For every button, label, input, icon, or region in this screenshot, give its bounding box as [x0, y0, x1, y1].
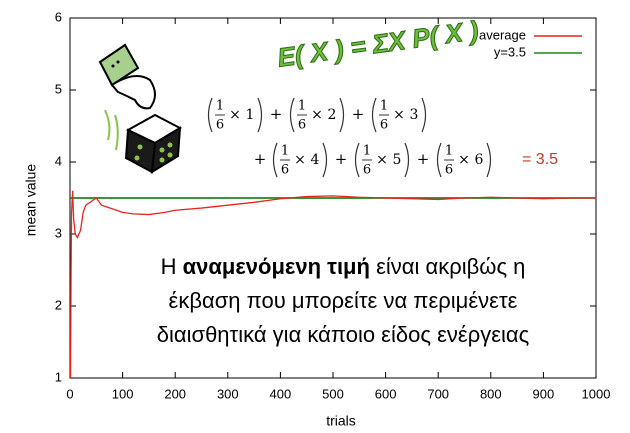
- term-factor: 5: [393, 152, 402, 168]
- plus-sign: +: [352, 105, 365, 123]
- term-factor: 3: [410, 107, 419, 123]
- legend-label: y=3.5: [494, 44, 526, 59]
- times-sign: ×: [376, 152, 388, 168]
- times-sign: ×: [229, 107, 241, 123]
- plus-sign: +: [417, 150, 430, 168]
- y-tick-label: 2: [55, 297, 62, 312]
- x-tick-label: 300: [217, 386, 239, 401]
- x-tick-label: 200: [164, 386, 186, 401]
- caption-line: Η αναμενόμενη τιμή είναι ακριβώς η: [161, 254, 526, 279]
- fraction-den: 6: [363, 163, 371, 178]
- caption-segment: διαισθητικά για κάποιο είδος ενέργειας: [157, 322, 529, 347]
- times-sign: ×: [294, 152, 306, 168]
- x-tick-label: 600: [375, 386, 397, 401]
- caption-line: διαισθητικά για κάποιο είδος ενέργειας: [157, 322, 529, 347]
- fraction-num: 1: [363, 144, 371, 159]
- fraction-den: 6: [380, 118, 388, 133]
- fraction-den: 6: [445, 163, 453, 178]
- fraction-num: 1: [298, 99, 306, 114]
- y-tick-label: 6: [55, 9, 62, 24]
- fraction-num: 1: [216, 99, 224, 114]
- y-tick-label: 3: [55, 225, 62, 240]
- fraction-num: 1: [380, 99, 388, 114]
- caption-segment: έκβαση που μπορείτε να περιμένετε: [169, 288, 518, 313]
- term-factor: 2: [328, 107, 337, 123]
- y-tick-label: 1: [55, 369, 62, 384]
- x-tick-label: 1000: [582, 386, 611, 401]
- x-tick-label: 400: [270, 386, 292, 401]
- plus-sign: +: [254, 150, 267, 168]
- chart: trials mean value E( X ) = ΣX P( X ) 010…: [0, 0, 630, 433]
- caption-segment: Η: [161, 254, 183, 279]
- legend-label: average: [479, 27, 526, 42]
- y-axis-label: mean value: [23, 164, 39, 237]
- plus-sign: +: [270, 105, 283, 123]
- x-tick-label: 800: [480, 386, 502, 401]
- term-factor: 1: [246, 107, 255, 123]
- caption-line: έκβαση που μπορείτε να περιμένετε: [169, 288, 518, 313]
- times-sign: ×: [311, 107, 323, 123]
- term-factor: 6: [475, 152, 484, 168]
- x-tick-label: 900: [533, 386, 555, 401]
- fraction-num: 1: [445, 144, 453, 159]
- formula-result: = 3.5: [522, 151, 558, 168]
- x-tick-label: 100: [112, 386, 134, 401]
- x-axis-label: trials: [326, 413, 356, 429]
- x-tick-label: 700: [427, 386, 449, 401]
- fraction-num: 1: [281, 144, 289, 159]
- x-tick-label: 500: [322, 386, 344, 401]
- fraction-den: 6: [281, 163, 289, 178]
- term-factor: 4: [311, 152, 320, 168]
- plus-sign: +: [335, 150, 348, 168]
- times-sign: ×: [393, 107, 405, 123]
- y-tick-label: 5: [55, 81, 62, 96]
- x-tick-label: 0: [66, 386, 73, 401]
- times-sign: ×: [458, 152, 470, 168]
- fraction-den: 6: [216, 118, 224, 133]
- caption-segment: αναμενόμενη τιμή: [183, 254, 370, 279]
- caption-segment: είναι ακριβώς η: [370, 254, 525, 279]
- fraction-den: 6: [298, 118, 306, 133]
- y-tick-label: 4: [55, 153, 62, 168]
